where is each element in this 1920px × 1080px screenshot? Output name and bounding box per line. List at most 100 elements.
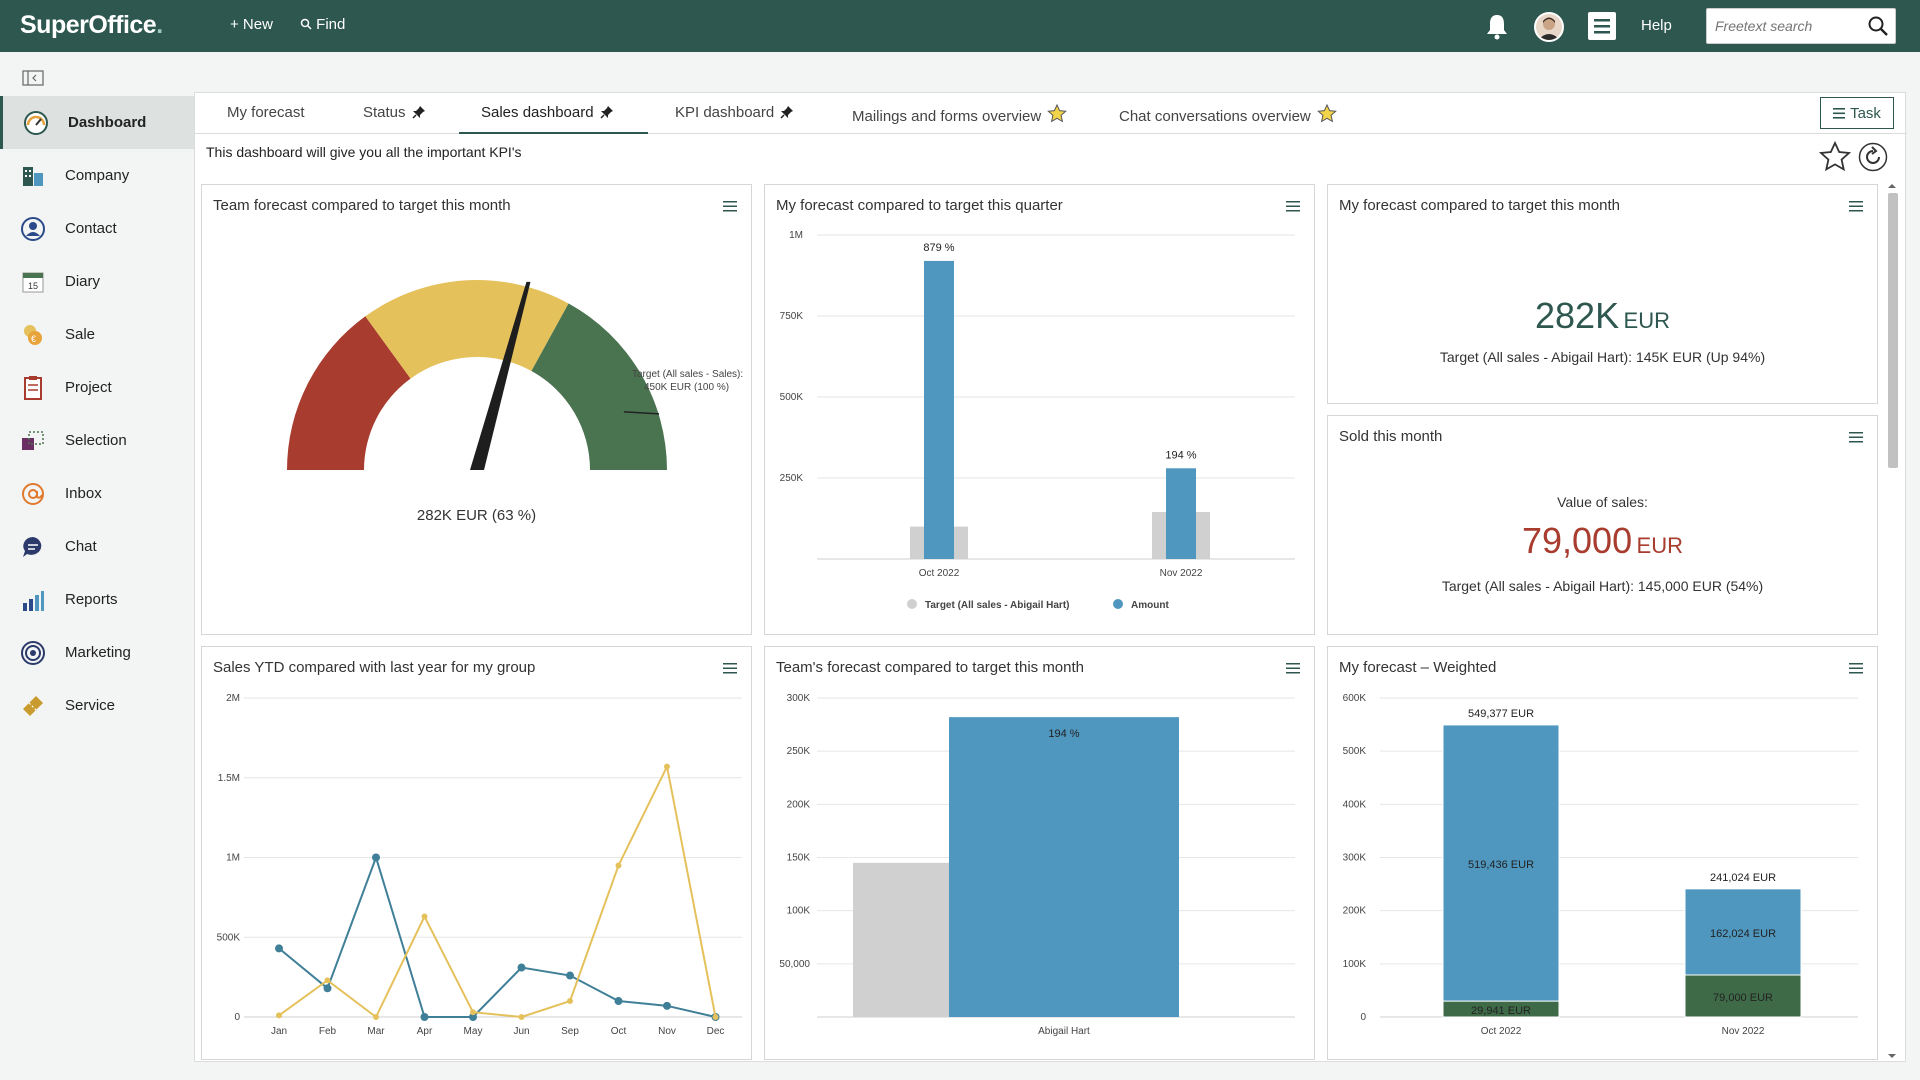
scrollbar-thumb[interactable] [1888,193,1898,468]
star-icon[interactable] [1316,103,1337,123]
gauge-band [365,280,569,379]
gauge-band [531,303,667,470]
pin-icon[interactable] [412,105,426,119]
tab-sales-dashboard[interactable]: Sales dashboard [459,104,648,134]
star-icon[interactable] [1047,103,1068,123]
nav-item-marketing[interactable]: Marketing [0,626,194,679]
stacked-bar-segment [1442,724,1560,1002]
panel-menu-icon[interactable] [1849,430,1863,444]
pin-icon[interactable] [780,105,794,119]
y-tick-label: 2M [226,693,240,704]
tab-my-forecast[interactable]: My forecast [227,104,305,134]
data-point [421,913,428,920]
nav-item-diary[interactable]: 15 Diary [0,255,194,308]
vertical-scrollbar[interactable] [1885,181,1899,1061]
freetext-search[interactable] [1706,8,1896,44]
data-point [469,1013,477,1021]
chat-icon [23,536,42,557]
search-input[interactable] [1715,9,1865,43]
y-tick-label: 400K [1343,799,1367,810]
panel-menu-icon[interactable] [1286,661,1300,675]
y-tick-label: 500K [1343,746,1367,757]
sold-caption: Value of sales: [1557,494,1648,510]
tab-label: KPI dashboard [675,104,775,121]
x-tick-label: Mar [367,1026,385,1037]
superoffice-logo[interactable]: SuperOffice. [20,11,163,39]
bar-data-label: 194 % [1165,449,1196,461]
bar-amount [924,260,954,559]
svg-text:15: 15 [28,281,38,291]
x-tick-label: Abigail Hart [1038,1026,1090,1037]
y-tick-label: 300K [787,693,811,704]
x-tick-label: Dec [707,1026,725,1037]
team-bar-chart: 50,000 100K 150K 200K 250K 300K 194 % Abigail H… [779,693,1295,1037]
collapse-sidebar-icon[interactable] [22,70,44,86]
tab-kpi-dashboard[interactable]: KPI dashboard [675,104,794,134]
user-avatar[interactable] [1534,12,1564,42]
nav-item-sale[interactable]: € Sale [0,308,194,361]
help-link[interactable]: Help [1641,17,1672,34]
panel-menu-icon[interactable] [1286,199,1300,213]
reports-chart-icon [23,590,44,611]
bar-total-label: 241,024 EUR [1710,872,1776,884]
y-tick-label: 150K [787,853,811,864]
tab-chat-conversations[interactable]: Chat conversations overview [1119,103,1337,134]
tab-status[interactable]: Status [363,104,426,134]
data-point [373,1014,379,1020]
data-point [420,1013,429,1021]
nav-item-chat[interactable]: Chat [0,520,194,573]
nav-item-selection[interactable]: Selection [0,414,194,467]
marketing-target-icon [21,640,45,665]
x-tick-label: Oct [611,1026,627,1037]
panel-sales-ytd: Sales YTD compared with last year for my… [201,646,752,1060]
y-tick-label: 600K [1343,693,1367,704]
nav-item-contact[interactable]: Contact [0,202,194,255]
tab-mailings-forms[interactable]: Mailings and forms overview [852,103,1068,134]
notifications-bell-icon[interactable] [1484,12,1510,40]
nav-item-project[interactable]: Project [0,361,194,414]
x-tick-label: Apr [417,1026,433,1037]
panel-forecast-month: My forecast compared to target this mont… [1327,184,1878,404]
bar-target [853,862,953,1017]
panel-menu-icon[interactable] [723,199,737,213]
task-button[interactable]: Task [1820,97,1894,129]
refresh-icon[interactable] [1858,142,1888,172]
y-tick-label: 200K [1343,906,1367,917]
tab-label: Chat conversations overview [1119,108,1311,125]
nav-item-reports[interactable]: Reports [0,573,194,626]
bar-data-label: 79,000 EUR [1713,992,1773,1004]
avatar-person-icon [1536,14,1562,40]
scroll-down-icon[interactable] [1885,1051,1899,1061]
search-icon[interactable] [1867,15,1889,37]
favourite-star-icon[interactable] [1819,141,1851,173]
x-tick-label: May [464,1026,483,1037]
series-line [278,854,716,1018]
nav-label: Company [65,167,130,184]
find-label: Find [316,16,346,33]
new-button[interactable]: + New [230,16,273,33]
main-menu-button[interactable] [1588,12,1616,40]
find-button[interactable]: Find [300,16,345,33]
sale-icon: € [24,324,42,345]
nav-label: Selection [65,432,127,449]
stacked-bar-segment [1684,888,1802,976]
panel-menu-icon[interactable] [1849,199,1863,213]
panel-title: Sales YTD compared with last year for my… [213,659,536,676]
gauge-target-label: 450K EUR (100 %) [644,382,729,393]
panel-menu-icon[interactable] [1849,661,1863,675]
task-list-icon [1833,107,1846,119]
nav-item-company[interactable]: Company [0,149,194,202]
nav-label: Contact [65,220,117,237]
pin-icon[interactable] [600,105,614,119]
x-tick-label: Nov 2022 [1160,568,1203,579]
nav-label: Inbox [65,485,102,502]
selection-icon [22,430,44,450]
scroll-up-icon[interactable] [1885,181,1899,191]
nav-item-dashboard[interactable]: Dashboard [0,96,194,149]
panel-menu-icon[interactable] [723,661,737,675]
big-number: 282K [1535,295,1620,336]
nav-item-service[interactable]: Service [0,679,194,732]
nav-item-inbox[interactable]: Inbox [0,467,194,520]
x-tick-label: Jun [513,1026,529,1037]
find-search-icon [300,18,312,30]
